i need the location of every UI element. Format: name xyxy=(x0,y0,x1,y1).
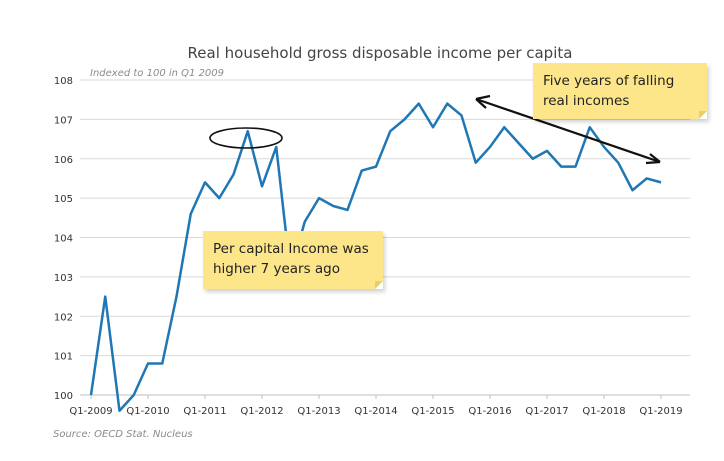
x-tick-label: Q1-2014 xyxy=(354,406,397,417)
sticky-note-income-higher: Per capital Income was higher 7 years ag… xyxy=(203,231,383,289)
trend-arrow-head-left xyxy=(475,94,491,109)
y-tick-label: 106 xyxy=(54,155,73,166)
y-tick-label: 105 xyxy=(54,194,73,205)
x-tick-label: Q1-2011 xyxy=(183,406,226,417)
circle-annotation xyxy=(209,127,283,149)
x-tick-label: Q1-2009 xyxy=(69,406,112,417)
trend-arrow-head-right xyxy=(645,153,661,165)
hand-drawn-markup xyxy=(209,94,661,165)
chart-title: Real household gross disposable income p… xyxy=(188,44,573,62)
x-axis-ticks: Q1-2009 Q1-2010 Q1-2011 Q1-2012 Q1-2013 Q1-20… xyxy=(69,395,683,417)
note-fold xyxy=(699,111,707,119)
y-tick-label: 103 xyxy=(54,273,73,284)
y-tick-label: 104 xyxy=(54,234,73,245)
x-tick-label: Q1-2019 xyxy=(639,406,682,417)
trend-arrow-line xyxy=(475,97,661,164)
note-fold xyxy=(375,281,383,289)
x-tick-label: Q1-2015 xyxy=(411,406,454,417)
y-tick-label: 101 xyxy=(54,352,73,363)
y-tick-label: 107 xyxy=(54,115,73,126)
y-axis-ticks: 100 101 102 103 104 105 106 107 108 xyxy=(54,76,73,402)
x-tick-label: Q1-2016 xyxy=(468,406,511,417)
x-tick-label: Q1-2012 xyxy=(240,406,283,417)
sticky-note-falling-incomes: Five years of falling real incomes xyxy=(533,63,707,119)
x-tick-label: Q1-2013 xyxy=(297,406,340,417)
chart-subtitle: Indexed to 100 in Q1 2009 xyxy=(90,68,224,79)
y-tick-label: 108 xyxy=(54,76,73,87)
x-tick-label: Q1-2010 xyxy=(126,406,169,417)
sticky-note-text: Five years of falling real incomes xyxy=(543,73,675,109)
sticky-note-text: Per capital Income was higher 7 years ag… xyxy=(213,241,369,277)
y-tick-label: 102 xyxy=(54,312,73,323)
source-note: Source: OECD Stat. Nucleus xyxy=(53,429,193,440)
series-line xyxy=(89,102,662,412)
x-tick-label: Q1-2017 xyxy=(525,406,568,417)
y-tick-label: 100 xyxy=(54,391,73,402)
x-tick-label: Q1-2018 xyxy=(582,406,625,417)
